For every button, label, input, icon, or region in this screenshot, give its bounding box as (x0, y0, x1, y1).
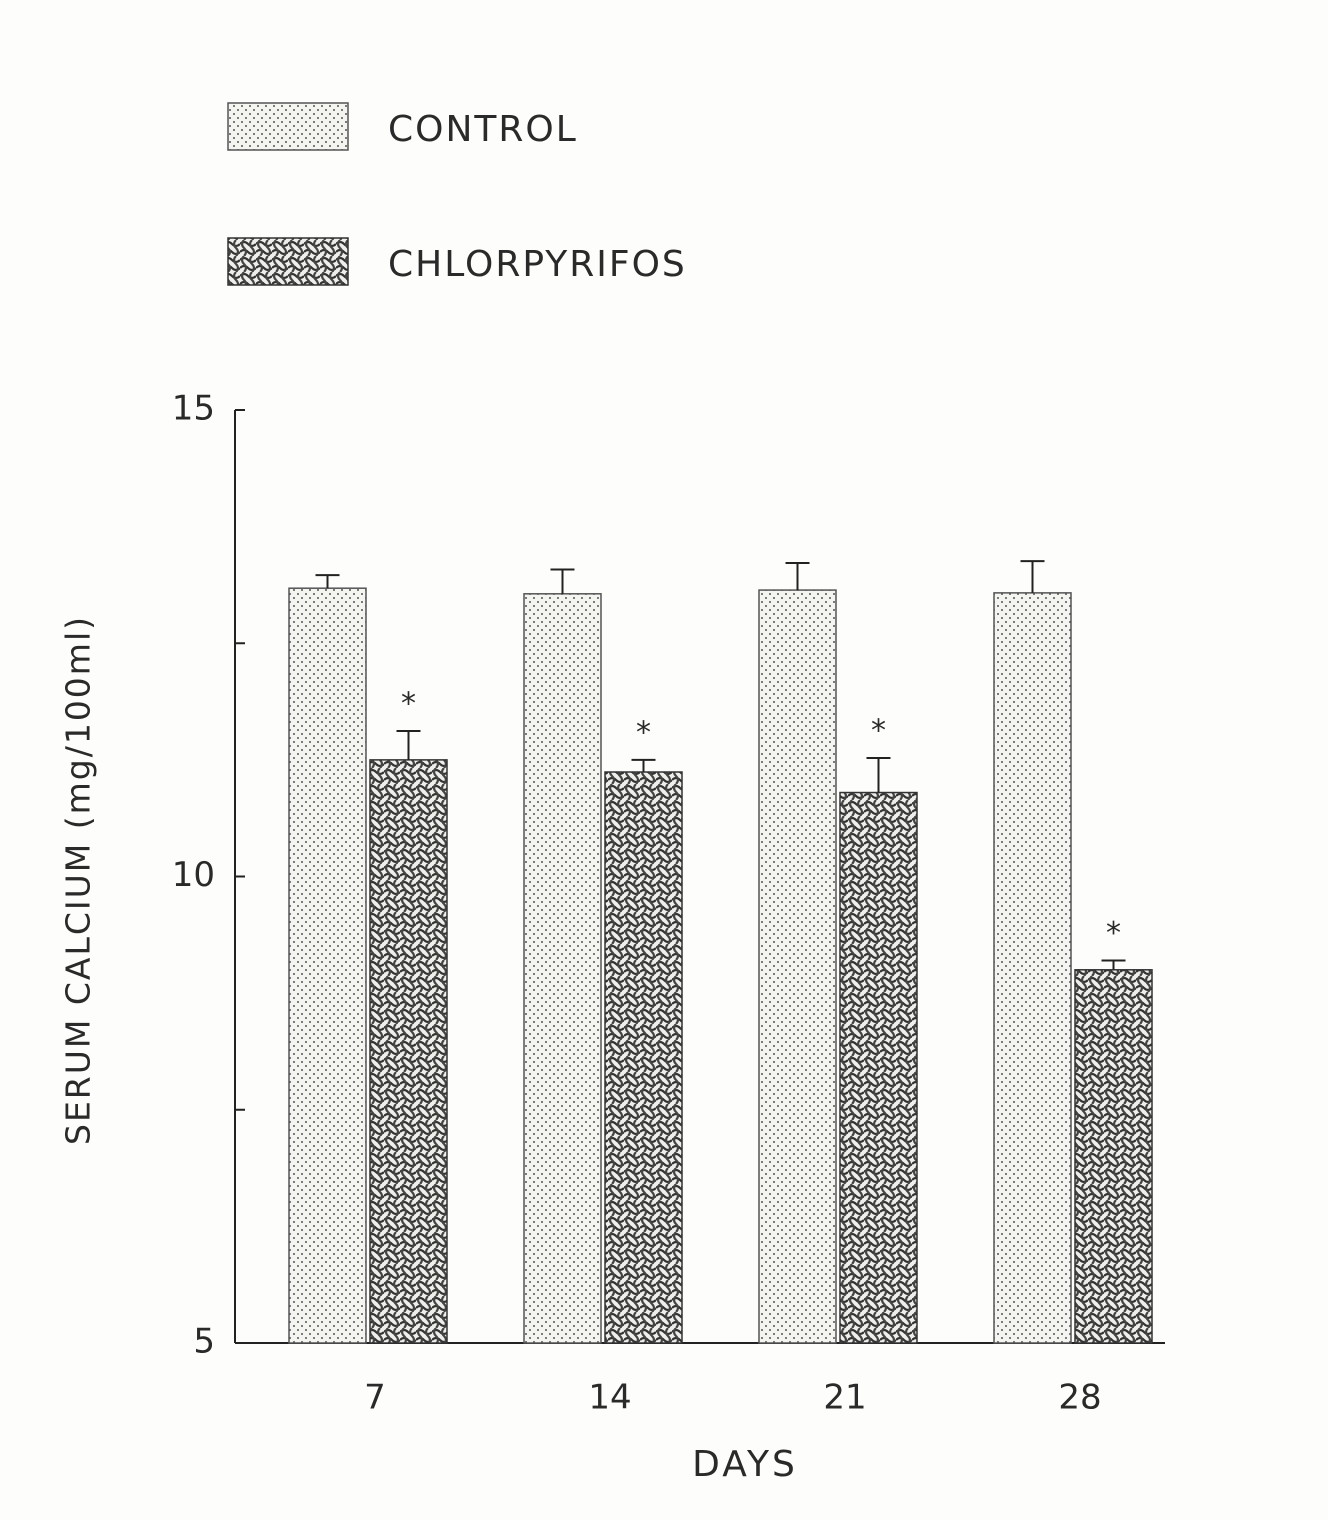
significance-marker: * (1106, 916, 1121, 951)
significance-marker: * (636, 715, 651, 750)
y-tick-label: 15 (172, 389, 215, 429)
significance-marker: * (401, 686, 416, 721)
x-tick-label: 28 (1058, 1378, 1101, 1418)
x-axis-label: DAYS (692, 1444, 798, 1485)
y-tick-label: 5 (193, 1322, 215, 1362)
bar (1074, 969, 1153, 1344)
bar (993, 592, 1072, 1344)
bar (839, 791, 918, 1344)
bar (288, 587, 367, 1344)
bar (369, 759, 448, 1344)
x-tick-label: 14 (588, 1378, 631, 1418)
bar (758, 589, 837, 1344)
x-tick-label: 21 (823, 1378, 866, 1418)
x-tick-label: 7 (364, 1378, 386, 1418)
y-tick-label: 10 (172, 855, 215, 895)
bar (523, 593, 602, 1344)
significance-marker: * (871, 714, 886, 749)
legend-label: CONTROL (388, 109, 578, 150)
legend-swatch (227, 237, 349, 286)
y-axis-label: SERUM CALCIUM (mg/100ml) (59, 615, 98, 1145)
legend-label: CHLORPYRIFOS (388, 244, 687, 285)
bar (604, 771, 683, 1344)
legend-swatch (227, 102, 349, 151)
